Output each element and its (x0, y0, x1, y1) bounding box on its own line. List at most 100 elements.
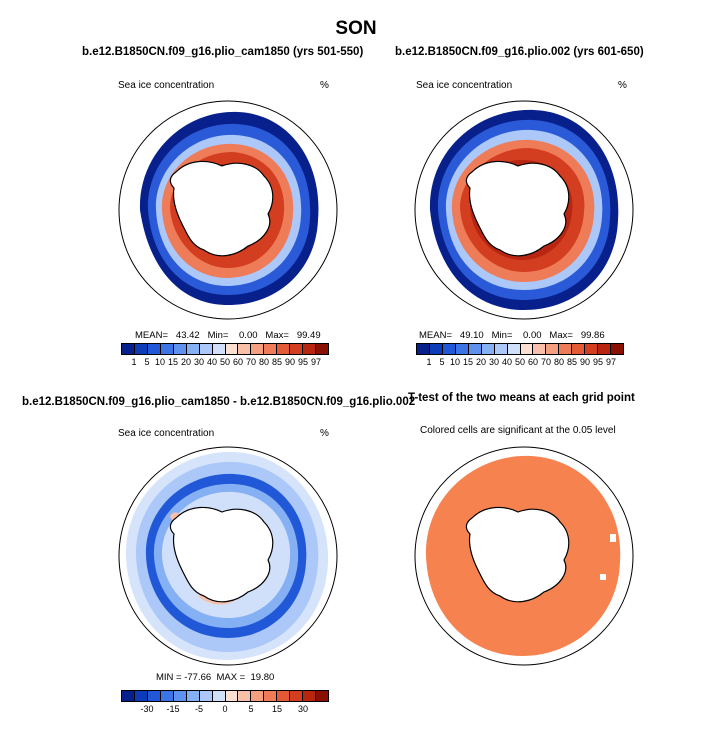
panel1-colorbar-tick-label: 90 (284, 357, 296, 367)
panel1-title: b.e12.B1850CN.f09_g16.plio_cam1850 (yrs … (82, 46, 364, 58)
panel2-colorbar-tick-label: 95 (592, 357, 604, 367)
panel3-colorbar-swatch (186, 691, 200, 701)
panel3-colorbar-swatch (251, 691, 265, 701)
panel4-subtitle: Colored cells are significant at the 0.0… (420, 425, 616, 436)
panel1-stats: MEAN= 43.42 Min= 0.00 Max= 99.49 (135, 330, 321, 341)
panel1-colorbar-swatch (122, 344, 135, 354)
panel1-colorbar-tick-label: 10 (154, 357, 166, 367)
panel1-colorbar-tick-label: 30 (193, 357, 205, 367)
panel2-colorbar-tick-label: 70 (540, 357, 552, 367)
panel2-title: b.e12.B1850CN.f09_g16.plio.002 (yrs 601-… (395, 46, 644, 58)
panel2-colorbar-tick-label: 20 (475, 357, 487, 367)
panel1-colorbar-swatch (186, 344, 200, 354)
panel3-colorbar-swatch (147, 691, 161, 701)
panel3-colorbar (121, 690, 329, 702)
panel2-colorbar-tick-label: 15 (462, 357, 474, 367)
panel1-colorbar-swatch (290, 344, 304, 354)
panel3-stats: MIN = -77.66 MAX = 19.80 (156, 672, 275, 683)
panel1-colorbar-swatch (199, 344, 213, 354)
panel2-colorbar-swatch (429, 344, 443, 354)
panel2-colorbar-swatch (598, 344, 612, 354)
panel2-stats: MEAN= 49.10 Min= 0.00 Max= 99.86 (419, 330, 605, 341)
panel2-colorbar-swatch (507, 344, 521, 354)
panel3-difference-map (118, 446, 338, 666)
panel2-variable-label: Sea ice concentration (416, 80, 513, 91)
panel1-colorbar-tick-label: 1 (131, 357, 137, 367)
panel3-colorbar-swatch (173, 691, 187, 701)
panel2-colorbar-tick-label: 10 (449, 357, 461, 367)
panel3-colorbar-tick-label: 5 (248, 704, 254, 714)
panel1-colorbar-tick-label: 60 (232, 357, 244, 367)
panel3-colorbar-swatch (290, 691, 304, 701)
panel3-title: b.e12.B1850CN.f09_g16.plio_cam1850 - b.e… (22, 396, 416, 408)
panel2-colorbar-swatch (481, 344, 495, 354)
panel1-colorbar-swatch (225, 344, 239, 354)
panel2-colorbar-tick-label: 30 (488, 357, 500, 367)
panel1-colorbar-tick-label: 70 (245, 357, 257, 367)
panel3-colorbar-tick-label: -5 (194, 704, 204, 714)
panel1-colorbar (121, 343, 329, 355)
panel2-colorbar-ticks: 1 5 10 15 20 30 40 50 60 70 80 85 90 95 97 (416, 357, 624, 369)
panel3-colorbar-tick-label: 15 (271, 704, 283, 714)
panel2-colorbar-tick-label: 85 (566, 357, 578, 367)
panel2-units-label: % (618, 80, 627, 91)
panel1-colorbar-tick-label: 5 (144, 357, 150, 367)
panel3-colorbar-swatch (225, 691, 239, 701)
panel3-units-label: % (320, 428, 329, 439)
panel3-colorbar-ticks: -30 -15 -5 0 5 15 30 (121, 704, 329, 716)
panel3-colorbar-swatch (160, 691, 174, 701)
panel1-variable-label: Sea ice concentration (118, 80, 215, 91)
panel3-colorbar-swatch (264, 691, 278, 701)
panel3-colorbar-swatch (238, 691, 252, 701)
panel4-title: T-test of the two means at each grid poi… (408, 392, 635, 404)
panel2-colorbar-swatch (494, 344, 508, 354)
panel2-sea-ice-map (414, 100, 634, 320)
panel2-colorbar-tick-label: 40 (501, 357, 513, 367)
panel1-colorbar-swatch (264, 344, 278, 354)
panel1-colorbar-swatch (212, 344, 226, 354)
panel3-colorbar-tick-label: 30 (297, 704, 309, 714)
panel2-colorbar-tick-label: 5 (439, 357, 445, 367)
panel3-colorbar-swatch (316, 691, 328, 701)
panel1-colorbar-swatch (316, 344, 328, 354)
panel2-colorbar (416, 343, 624, 355)
panel3-colorbar-swatch (122, 691, 135, 701)
panel1-colorbar-swatch (303, 344, 317, 354)
panel2-colorbar-swatch (468, 344, 482, 354)
panel1-colorbar-swatch (238, 344, 252, 354)
panel1-colorbar-tick-label: 85 (271, 357, 283, 367)
panel3-colorbar-swatch (134, 691, 148, 701)
panel3-colorbar-tick-label: 0 (222, 704, 228, 714)
panel1-colorbar-swatch (173, 344, 187, 354)
panel2-colorbar-swatch (520, 344, 534, 354)
panel3-colorbar-swatch (303, 691, 317, 701)
panel2-colorbar-swatch (546, 344, 560, 354)
panel2-colorbar-swatch (417, 344, 430, 354)
panel1-colorbar-swatch (147, 344, 161, 354)
panel2-colorbar-tick-label: 80 (553, 357, 565, 367)
panel2-colorbar-tick-label: 1 (426, 357, 432, 367)
panel3-colorbar-swatch (199, 691, 213, 701)
panel2-colorbar-swatch (442, 344, 456, 354)
panel1-units-label: % (320, 80, 329, 91)
panel2-colorbar-swatch (572, 344, 586, 354)
panel2-colorbar-tick-label: 97 (605, 357, 617, 367)
panel3-colorbar-tick-label: -30 (140, 704, 154, 714)
panel2-colorbar-swatch (533, 344, 547, 354)
panel1-colorbar-tick-label: 97 (310, 357, 322, 367)
panel1-colorbar-tick-label: 95 (297, 357, 309, 367)
panel2-colorbar-swatch (611, 344, 623, 354)
panel2-colorbar-swatch (455, 344, 469, 354)
panel1-colorbar-swatch (160, 344, 174, 354)
panel4-ttest-map (414, 446, 634, 666)
figure-title: SON (335, 18, 377, 39)
panel1-colorbar-swatch (277, 344, 291, 354)
panel1-colorbar-ticks: 1 5 10 15 20 30 40 50 60 70 80 85 90 95 97 (121, 357, 329, 369)
panel1-colorbar-tick-label: 20 (180, 357, 192, 367)
panel1-colorbar-tick-label: 15 (167, 357, 179, 367)
panel3-variable-label: Sea ice concentration (118, 428, 215, 439)
panel1-colorbar-swatch (134, 344, 148, 354)
panel1-colorbar-tick-label: 40 (206, 357, 218, 367)
panel2-colorbar-swatch (585, 344, 599, 354)
panel1-sea-ice-map (118, 100, 338, 320)
